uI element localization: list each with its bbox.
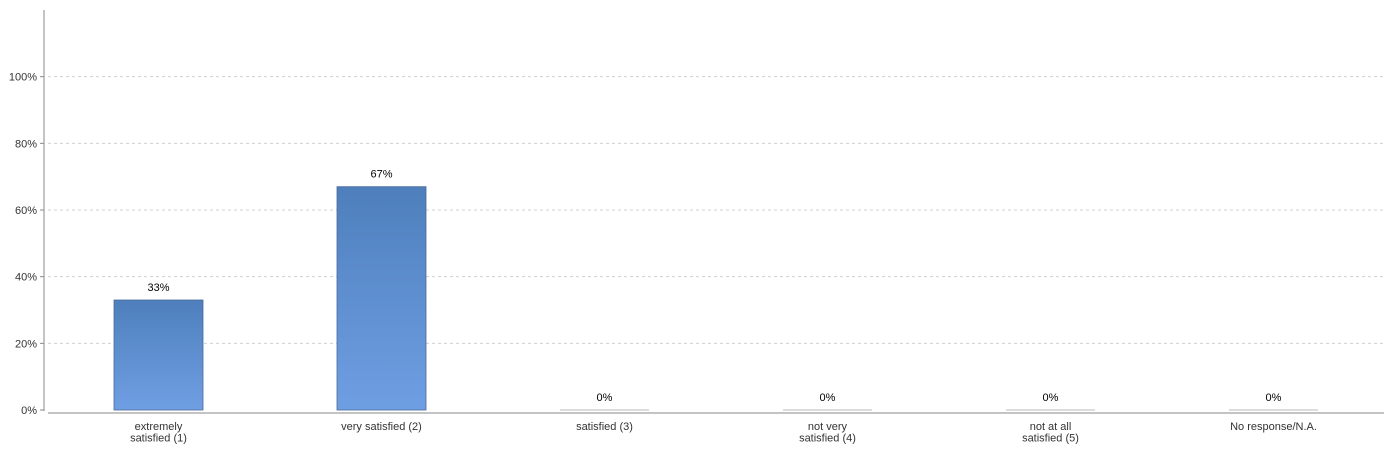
data-label: 0% — [1266, 392, 1282, 404]
y-tick-label: 40% — [15, 272, 37, 284]
data-label: 0% — [1043, 392, 1059, 404]
y-tick-label: 20% — [15, 338, 37, 350]
bar — [113, 299, 204, 411]
category-label: satisfied (1) — [130, 433, 187, 445]
y-tick-label: 80% — [15, 138, 37, 150]
bars — [113, 186, 1318, 411]
category-label: satisfied (5) — [1022, 433, 1079, 445]
category-label: not at all — [1030, 421, 1072, 433]
data-label: 33% — [147, 282, 169, 294]
category-label: satisfied (3) — [576, 421, 633, 433]
y-axis-ticks: 0% 20% 40% 60% 80% 100% — [9, 72, 44, 417]
category-label: very satisfied (2) — [341, 421, 422, 433]
y-tick-label: 60% — [15, 205, 37, 217]
y-tick-label: 0% — [21, 405, 37, 417]
category-label: not very — [808, 421, 848, 433]
gridlines — [48, 76, 1384, 344]
category-label: extremely — [135, 421, 183, 433]
y-tick-label: 100% — [9, 72, 37, 84]
data-label: 67% — [370, 169, 392, 181]
data-label: 0% — [820, 392, 836, 404]
category-label: No response/N.A. — [1230, 421, 1317, 433]
bar — [336, 186, 427, 411]
category-label: satisfied (4) — [799, 433, 856, 445]
data-labels: 33% 67% 0% 0% 0% 0% — [147, 169, 1281, 404]
data-label: 0% — [597, 392, 613, 404]
axes — [43, 10, 1384, 414]
